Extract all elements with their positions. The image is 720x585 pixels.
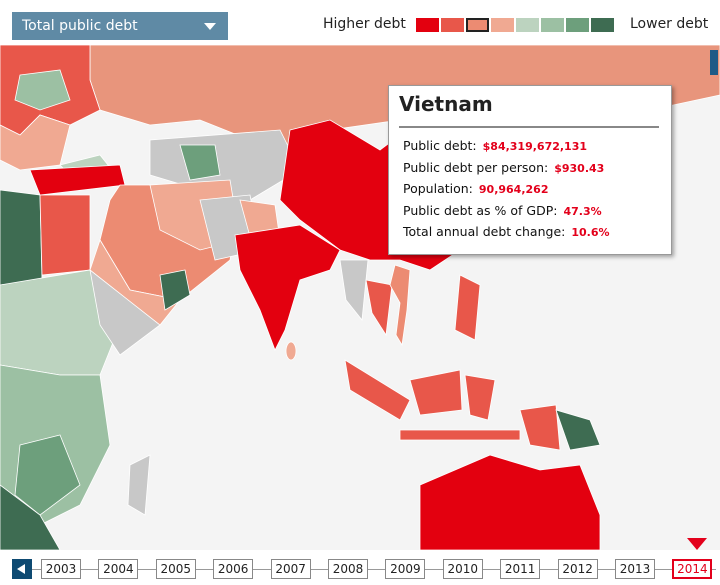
tooltip-label: Public debt per person:	[403, 159, 549, 175]
legend-swatch	[441, 18, 464, 32]
timeline: 2003 2004 2005 2006 2007 2008 2009 2010 2011 2012…	[0, 558, 720, 582]
tooltip-value: 47.3%	[563, 204, 602, 218]
country[interactable]	[419, 454, 601, 550]
country[interactable]	[14, 69, 71, 111]
country[interactable]	[365, 279, 393, 337]
year-button[interactable]: 2012	[557, 559, 598, 579]
year-button[interactable]: 2005	[155, 559, 196, 579]
country[interactable]	[344, 359, 411, 421]
tooltip-value: 90,964,262	[478, 183, 549, 196]
year-button[interactable]: 2009	[385, 559, 426, 579]
tooltip-row: Public debt as % of GDP: 47.3%	[403, 203, 602, 218]
tooltip-row: Total annual debt change: 10.6%	[403, 224, 610, 239]
tooltip-row: Population: 90,964,262	[403, 181, 548, 196]
year-button[interactable]: 2010	[442, 559, 483, 579]
tooltip-label: Total annual debt change:	[403, 224, 566, 239]
country[interactable]	[285, 341, 297, 361]
country[interactable]	[179, 144, 221, 181]
dropdown-arrow	[204, 23, 216, 30]
country[interactable]	[234, 224, 341, 351]
year-button[interactable]: 2014	[672, 559, 713, 579]
tooltip-row: Public debt: $84,319,672,131	[403, 138, 587, 153]
year-button[interactable]: 2007	[270, 559, 311, 579]
year-button[interactable]: 2006	[213, 559, 254, 579]
dropdown[interactable]: Total public debt	[12, 12, 228, 40]
tooltip-label: Public debt:	[403, 138, 477, 153]
year-button[interactable]: 2013	[615, 559, 655, 579]
legend-low: Lower debt	[630, 16, 709, 32]
country[interactable]	[519, 404, 561, 451]
timeline-line	[32, 569, 716, 570]
tooltip-label: Population:	[403, 181, 473, 196]
scrollbar[interactable]	[710, 50, 718, 75]
country[interactable]	[399, 429, 521, 441]
tooltip-value: $930.43	[554, 161, 605, 175]
country[interactable]	[159, 269, 191, 311]
country[interactable]	[0, 114, 71, 171]
legend-swatch	[416, 18, 439, 32]
year-button[interactable]: 2004	[98, 559, 139, 579]
tooltip-rule	[399, 126, 659, 128]
legend-high: Higher debt	[323, 16, 406, 32]
country[interactable]	[555, 409, 601, 451]
country[interactable]	[464, 374, 496, 421]
year-button[interactable]: 2008	[328, 559, 368, 579]
legend-swatch	[466, 18, 489, 32]
country[interactable]	[89, 269, 161, 356]
country[interactable]	[127, 454, 151, 516]
legend-swatch	[491, 18, 514, 32]
year-button[interactable]: 2003	[41, 559, 81, 579]
country[interactable]	[339, 259, 369, 322]
country[interactable]	[14, 434, 81, 516]
tooltip: Vietnam Public debt: $84,319,672,131 Publi…	[388, 85, 672, 255]
tooltip-value: $84,319,672,131	[482, 140, 588, 153]
tooltip-label: Public debt as % of GDP:	[403, 202, 558, 218]
country-selected[interactable]	[389, 264, 411, 347]
country[interactable]	[409, 369, 463, 416]
country[interactable]	[454, 274, 481, 341]
dropdown-label: Total public debt	[22, 18, 138, 34]
legend-swatch	[541, 18, 564, 32]
year-marker	[687, 538, 707, 550]
country[interactable]	[0, 189, 43, 286]
country[interactable]	[39, 194, 91, 276]
country[interactable]	[0, 484, 61, 550]
legend-swatch	[516, 18, 539, 32]
tooltip-value: 10.6%	[571, 226, 610, 239]
legend-swatch	[566, 18, 589, 32]
tooltip-title: Vietnam	[399, 92, 493, 116]
tooltip-row: Public debt per person: $930.43	[403, 160, 604, 175]
year-button[interactable]: 2011	[500, 559, 541, 579]
legend-swatch	[591, 18, 614, 32]
back-button[interactable]	[12, 559, 32, 579]
